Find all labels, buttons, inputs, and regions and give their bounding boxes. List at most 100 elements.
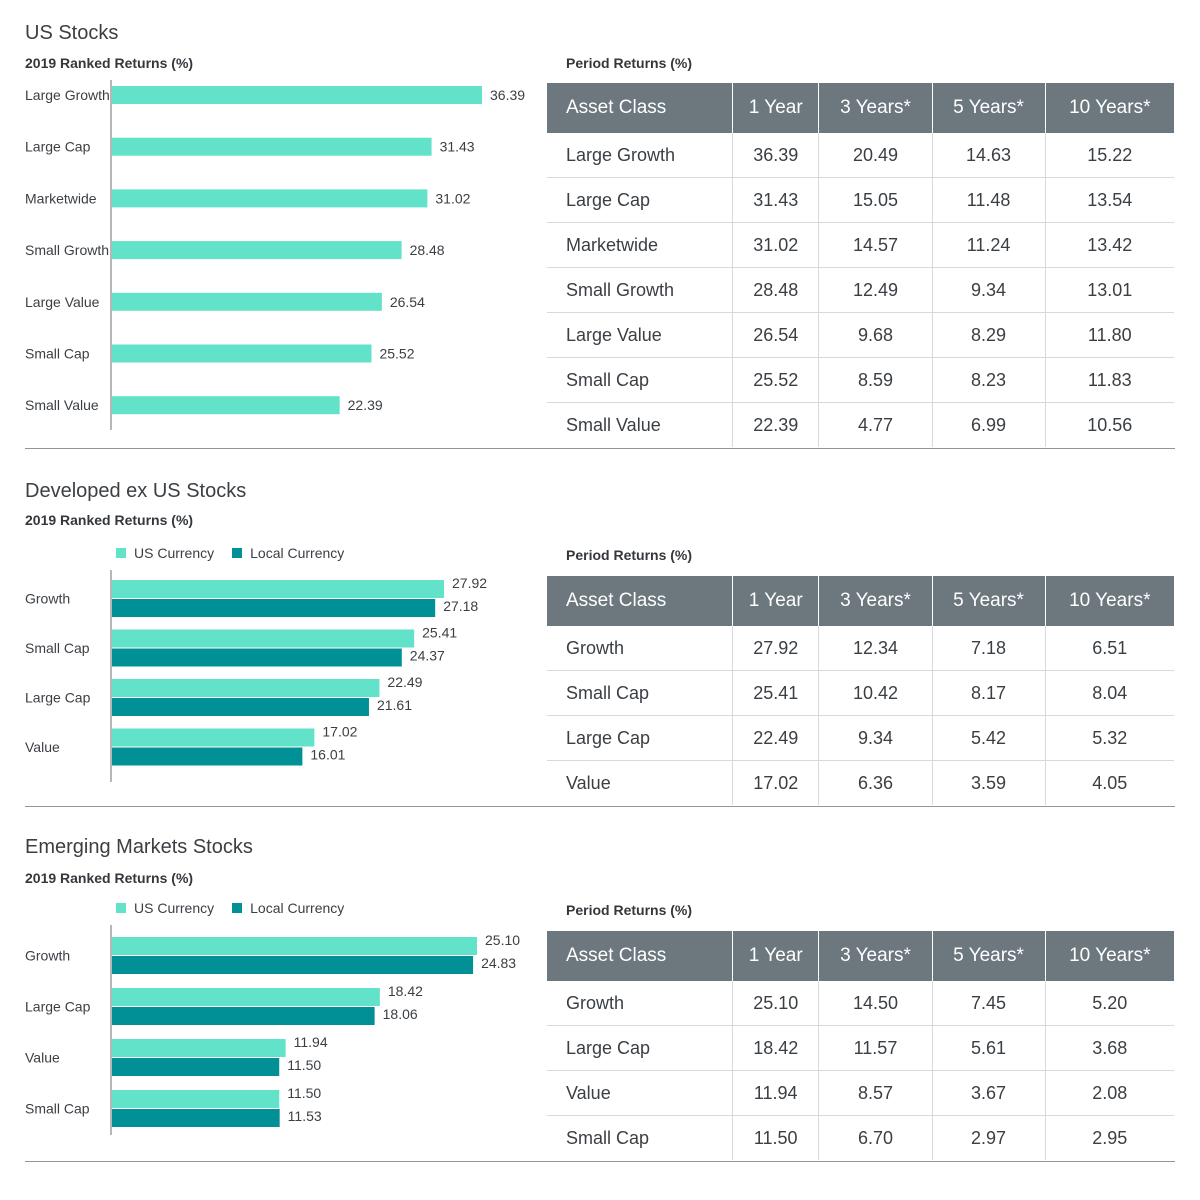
bar	[112, 241, 402, 260]
bar	[112, 1039, 286, 1057]
table-row: Large Growth 36.39 20.49 14.63 15.22	[547, 133, 1174, 178]
data-label: 21.61	[377, 697, 412, 713]
period-returns-table: Asset Class 1 Year 3 Years* 5 Years* 10 Year…	[547, 931, 1174, 1160]
table-cell: Small Cap	[547, 1115, 733, 1160]
table-cell: 14.50	[818, 981, 933, 1026]
legend-swatch	[232, 548, 243, 558]
data-label: 17.02	[322, 724, 357, 740]
bar	[112, 292, 382, 311]
chart-legend: US Currency Local Currency	[116, 900, 362, 916]
legend-item-local-currency: Local Currency	[232, 545, 344, 561]
section-title: Emerging Markets Stocks	[25, 836, 253, 858]
table-row: Growth 25.10 14.50 7.45 5.20	[547, 981, 1174, 1026]
table-cell: Growth	[547, 981, 733, 1026]
period-returns-label: Period Returns (%)	[566, 547, 693, 563]
table-cell: 4.77	[818, 402, 933, 447]
column-header: 10 Years*	[1045, 931, 1174, 981]
section-divider	[25, 1161, 1175, 1162]
bar	[112, 1058, 280, 1076]
table-cell: 2.97	[932, 1115, 1046, 1160]
data-label: 25.41	[422, 625, 457, 641]
column-header: 3 Years*	[818, 931, 933, 981]
table-row: Value 11.94 8.57 3.67 2.08	[547, 1070, 1174, 1116]
period-returns-table: Asset Class 1 Year 3 Years* 5 Years* 10 Year…	[547, 576, 1174, 805]
table-cell: 4.05	[1092, 772, 1128, 793]
table-cell: 8.17	[932, 670, 1046, 716]
category-label: Value	[25, 739, 60, 755]
table-cell: 12.34	[818, 626, 933, 671]
table-cell: 9.34	[932, 267, 1046, 313]
category-label: Large Cap	[25, 690, 91, 706]
column-header: 3 Years*	[818, 576, 933, 626]
bar	[112, 988, 380, 1006]
table-cell: 9.34	[818, 715, 933, 761]
table-cell: 3.68	[1045, 1025, 1174, 1071]
table-row: Large Cap 22.49 9.34 5.42 5.32	[547, 715, 1174, 761]
bar	[112, 86, 482, 104]
table-cell: 22.49	[732, 715, 820, 761]
table-cell: 13.42	[1045, 222, 1174, 268]
column-header: Asset Class	[547, 576, 733, 626]
table-cell: Large Cap	[547, 177, 733, 223]
bar	[112, 956, 474, 974]
table-cell: 13.01	[1045, 267, 1174, 313]
table-cell: 31.02	[732, 222, 820, 268]
table-row: Small Value 22.39 4.77 6.99 10.56	[547, 402, 1174, 447]
legend-label: Local Currency	[250, 900, 345, 916]
table-cell: 11.83	[1045, 357, 1174, 403]
table-row: Growth 27.92 12.34 7.18 6.51	[547, 626, 1174, 671]
category-label: Growth	[25, 948, 70, 964]
table-cell: Growth	[547, 626, 733, 671]
table-cell: 5.42	[932, 715, 1046, 761]
data-label: 18.42	[388, 983, 423, 999]
table-row: Large Cap 18.42 11.57 5.61 3.68	[547, 1025, 1174, 1071]
table-row: Small Cap 11.50 6.70 2.97 2.95	[547, 1115, 1174, 1160]
data-label: 18.06	[383, 1006, 418, 1022]
category-label: Small Growth	[25, 242, 109, 258]
table-cell: 25.52	[732, 357, 820, 403]
bar	[112, 599, 436, 617]
category-label: Large Value	[25, 294, 100, 310]
table-cell: 17.02	[732, 760, 820, 805]
legend-label: Local Currency	[250, 545, 345, 561]
period-returns-label: Period Returns (%)	[566, 55, 693, 71]
category-label: Small Cap	[25, 346, 90, 362]
bar	[112, 396, 340, 415]
table-cell: Small Cap	[547, 357, 733, 403]
table-cell: 31.43	[732, 177, 820, 223]
ranked-returns-chart: Growth 27.92 27.18 Small Cap 25.41 24.37 Large…	[25, 570, 487, 782]
table-cell: 5.61	[932, 1025, 1046, 1071]
legend-swatch	[116, 548, 126, 558]
chart-subtitle: 2019 Ranked Returns (%)	[25, 512, 194, 528]
bar	[112, 580, 444, 598]
table-cell: 8.57	[818, 1070, 933, 1116]
legend-item-us-currency: US Currency	[116, 900, 214, 916]
chart-subtitle: 2019 Ranked Returns (%)	[25, 870, 194, 886]
column-header: 10 Years*	[1045, 83, 1174, 133]
table-row: Small Cap 25.52 8.59 8.23 11.83	[547, 357, 1174, 403]
bar	[112, 137, 432, 156]
category-label: Small Cap	[25, 1101, 90, 1117]
chart-subtitle: 2019 Ranked Returns (%)	[25, 55, 194, 71]
bar	[112, 937, 477, 955]
table-cell: 14.63	[932, 133, 1046, 178]
table-cell: 10.42	[818, 670, 933, 716]
table-row: Small Cap 25.41 10.42 8.17 8.04	[547, 670, 1174, 716]
table-cell: 27.92	[732, 626, 820, 671]
table-cell: 26.54	[732, 312, 820, 358]
data-label: 22.39	[348, 397, 383, 413]
table-cell: 6.51	[1045, 626, 1174, 671]
legend-label: US Currency	[134, 900, 215, 916]
bar	[112, 648, 402, 667]
legend-item-us-currency: US Currency	[116, 545, 214, 561]
legend-swatch	[232, 903, 243, 913]
period-returns-label: Period Returns (%)	[566, 902, 693, 918]
table-cell: 8.04	[1045, 670, 1174, 716]
category-label: Growth	[25, 591, 70, 607]
table-row: Large Cap 31.43 15.05 11.48 13.54	[547, 177, 1174, 223]
column-header: 5 Years*	[932, 931, 1046, 981]
bar	[112, 728, 315, 747]
table-cell: 15.05	[818, 177, 933, 223]
column-header: 1 Year	[732, 576, 820, 626]
bar	[112, 1007, 375, 1025]
